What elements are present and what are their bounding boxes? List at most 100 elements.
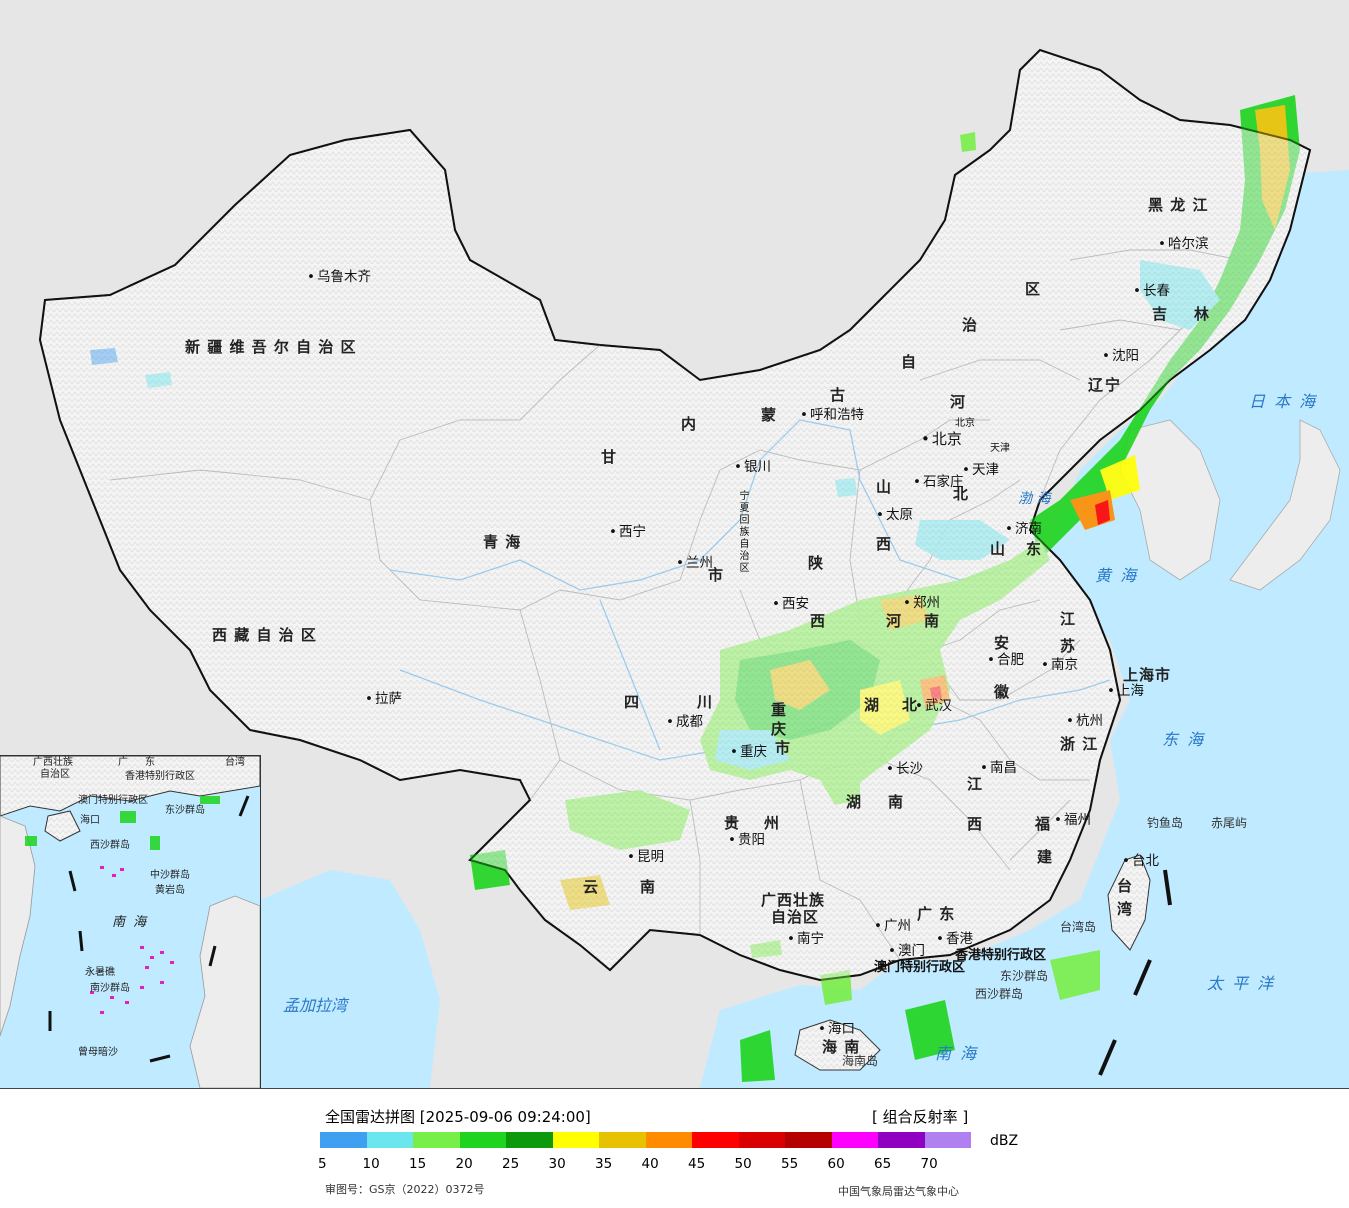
city-hefei: 合肥: [987, 653, 1024, 668]
map-canvas: [0, 0, 1349, 1088]
legend-tick-label: 55: [781, 1156, 799, 1172]
label-tianjin-province: 天津: [990, 443, 1010, 454]
label-yunnan-2: 南: [640, 878, 657, 896]
legend-swatch: [366, 1132, 413, 1148]
label-shaanxi-1: 陕: [808, 554, 825, 572]
city-taiyuan: 太原: [876, 508, 913, 523]
legend-swatch: [459, 1132, 506, 1148]
sea-bay-of-bengal: 孟加拉湾: [283, 996, 348, 1015]
city-changsha: 长沙: [886, 762, 923, 777]
label-fujian-2: 建: [1037, 848, 1054, 866]
product-name: [ 组合反射率 ]: [872, 1108, 969, 1126]
legend-tick-label: 30: [548, 1156, 566, 1172]
city-harbin: 哈尔滨: [1158, 237, 1209, 252]
label-liaoning-1: 辽: [1088, 376, 1105, 394]
sea-south-china: 南 海: [935, 1044, 979, 1063]
city-xian: 西安: [772, 597, 809, 612]
legend-tick-label: 15: [409, 1156, 427, 1172]
island-hainan: 海南岛: [842, 1054, 879, 1068]
label-ningxia: 宁夏回族自治区: [737, 490, 748, 574]
legend-tick-label: 5: [318, 1156, 327, 1172]
label-qinghai: 青 海: [483, 533, 522, 551]
label-liaoning-2: 宁: [1105, 376, 1122, 394]
label-hunan-1: 湖: [846, 793, 863, 811]
japan-islands: [1229, 419, 1341, 591]
label-chongqing-2: 庆: [771, 720, 788, 738]
label-shanghai: 上海市: [1123, 666, 1172, 684]
label-neimenggu-1: 内: [681, 415, 698, 433]
legend-tick-label: 25: [502, 1156, 520, 1172]
inset-xisha: 西沙群岛: [90, 840, 130, 851]
label-shanxi-1: 山: [876, 478, 893, 496]
inset-guangdong-2: 东: [145, 757, 155, 768]
label-neimenggu-6: 区: [1025, 280, 1042, 298]
city-hongkong: 香港: [936, 932, 973, 947]
inset-guangxi-2: 自治区: [40, 769, 70, 780]
label-shaanxi-2: 西: [810, 612, 827, 630]
label-sichuan-2: 川: [697, 693, 714, 711]
legend-swatch: [785, 1132, 832, 1148]
sea-japan: 日 本 海: [1249, 392, 1318, 411]
legend-tick-label: 40: [641, 1156, 659, 1172]
city-wuhan: 武汉: [915, 699, 952, 714]
label-jilin-2: 林: [1194, 305, 1211, 323]
legend-swatch: [599, 1132, 646, 1148]
label-hainan: 海 南: [822, 1038, 861, 1056]
city-changchun: 长春: [1133, 284, 1170, 299]
inset-macau: 澳门特别行政区: [78, 795, 148, 806]
label-xizang: 西 藏 自 治 区: [212, 626, 317, 644]
label-henan-2: 南: [924, 612, 941, 630]
city-shijiazhuang: 石家庄: [913, 475, 964, 490]
label-beijing-province: 北京: [955, 418, 975, 429]
label-heilongjiang: 黑 龙 江: [1148, 196, 1209, 214]
island-taiwan: 台湾岛: [1060, 920, 1097, 934]
sea-yellow: 黄 海: [1095, 566, 1139, 585]
city-tianjin: 天津: [962, 463, 999, 478]
legend-tick-label: 10: [362, 1156, 380, 1172]
label-jiangsu-1: 江: [1060, 610, 1077, 628]
inset-huangyan: 黄岩岛: [155, 885, 185, 896]
legend-tick-label: 50: [734, 1156, 752, 1172]
legend-title: 全国雷达拼图 [2025-09-06 09:24:00]: [325, 1108, 591, 1126]
label-chongqing-3: 市: [775, 739, 792, 757]
inset-haikou: 海口: [80, 815, 100, 826]
city-zhengzhou: 郑州: [903, 596, 940, 611]
legend-swatch: [878, 1132, 925, 1148]
inset-dongsha: 东沙群岛: [165, 805, 205, 816]
city-shenyang: 沈阳: [1102, 349, 1139, 364]
inset-sea-label: 南 海: [112, 915, 149, 930]
credit-text: 中国气象局雷达气象中心: [838, 1185, 959, 1198]
legend-tick-label: 20: [455, 1156, 473, 1172]
legend-swatch: [692, 1132, 739, 1148]
bay-of-bengal: [260, 870, 440, 1088]
city-nanchang: 南昌: [980, 761, 1017, 776]
label-shanxi-2: 西: [876, 535, 893, 553]
city-lanzhou: 兰州: [676, 556, 713, 571]
city-fuzhou: 福州: [1054, 813, 1091, 828]
city-hangzhou: 杭州: [1066, 714, 1103, 729]
legend-swatch: [506, 1132, 553, 1148]
inset-taiwan: 台湾: [225, 757, 245, 768]
city-guangzhou: 广州: [874, 919, 911, 934]
label-gansu-1: 甘: [601, 448, 618, 466]
city-urumqi: 乌鲁木齐: [307, 270, 371, 285]
label-zhejiang: 浙 江: [1060, 735, 1099, 753]
legend-swatch: [924, 1132, 971, 1148]
city-hohhot: 呼和浩特: [800, 408, 864, 423]
sea-east-china: 东 海: [1162, 730, 1206, 749]
label-taiwan-2: 湾: [1117, 900, 1134, 918]
south-china-sea-inset: 广西壮族 自治区 广 东 香港特别行政区 澳门特别行政区 台湾 海口 东沙群岛 …: [0, 755, 261, 1088]
maritime-boundary-segments: [1098, 869, 1172, 1076]
sea-bohai: 渤 海: [1018, 491, 1051, 507]
city-jinan: 济南: [1005, 522, 1042, 537]
legend-swatch: [831, 1132, 878, 1148]
ocean-area: [700, 170, 1349, 1088]
city-haikou: 海口: [818, 1022, 855, 1037]
city-taipei: 台北: [1122, 854, 1159, 869]
label-guizhou-2: 州: [764, 814, 781, 832]
legend-tick-label: 60: [827, 1156, 845, 1172]
label-hunan-2: 南: [888, 793, 905, 811]
inset-guangdong-1: 广: [118, 757, 128, 768]
label-hk-sar: 香港特别行政区: [955, 948, 1047, 963]
island-diaoyu: 钓鱼岛: [1147, 816, 1184, 830]
